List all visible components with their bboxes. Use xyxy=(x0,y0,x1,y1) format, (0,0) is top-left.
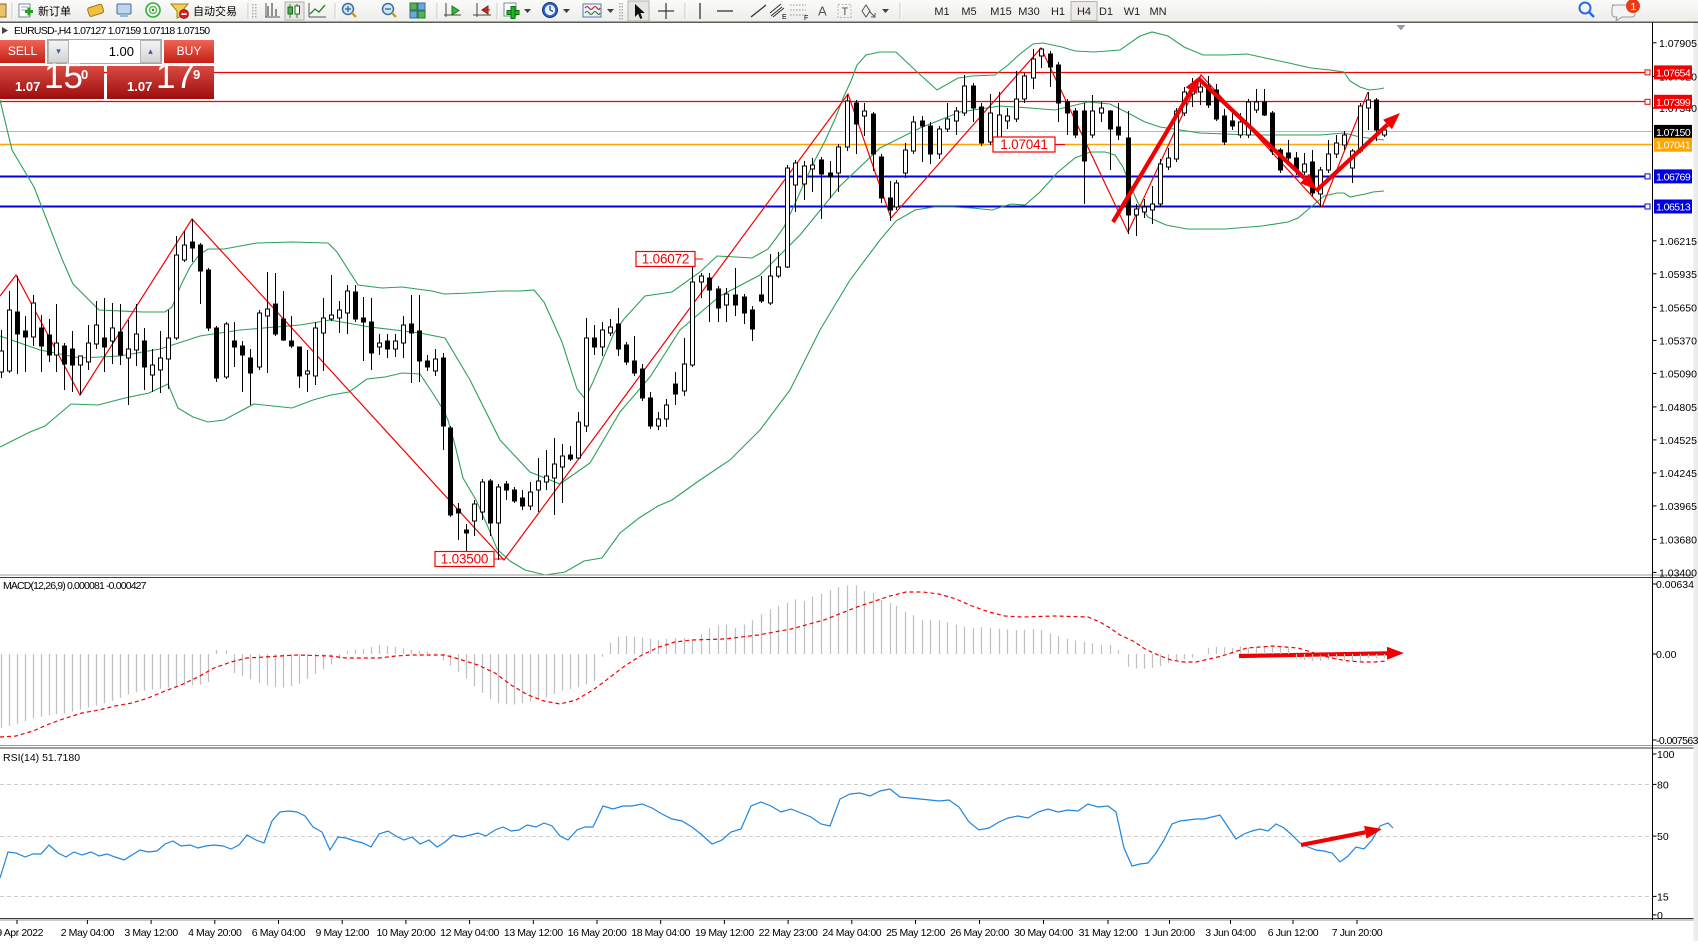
svg-text:1.05935: 1.05935 xyxy=(1659,269,1697,281)
svg-text:-0.007563: -0.007563 xyxy=(1656,735,1698,747)
svg-text:1.03965: 1.03965 xyxy=(1659,501,1697,513)
svg-text:1.05370: 1.05370 xyxy=(1659,335,1697,347)
svg-text:1.05090: 1.05090 xyxy=(1659,368,1697,380)
svg-text:1.06513: 1.06513 xyxy=(1656,202,1691,214)
svg-text:0.00: 0.00 xyxy=(1656,649,1677,661)
svg-text:1.07041: 1.07041 xyxy=(1000,137,1047,152)
svg-text:15: 15 xyxy=(1657,891,1669,903)
svg-text:A: A xyxy=(818,4,827,19)
svg-text:3 May 12:00: 3 May 12:00 xyxy=(124,927,178,939)
svg-text:26 May 20:00: 26 May 20:00 xyxy=(950,927,1009,939)
svg-text:1: 1 xyxy=(1631,1,1637,13)
svg-text:1.03680: 1.03680 xyxy=(1659,534,1697,546)
svg-text:1.06215: 1.06215 xyxy=(1659,236,1697,248)
svg-text:18 May 04:00: 18 May 04:00 xyxy=(631,927,690,939)
svg-text:16 May 20:00: 16 May 20:00 xyxy=(568,927,627,939)
svg-text:MN: MN xyxy=(1149,6,1166,18)
svg-text:4 May 20:00: 4 May 20:00 xyxy=(188,927,242,939)
svg-text:T: T xyxy=(842,6,849,18)
svg-text:1.04805: 1.04805 xyxy=(1659,402,1697,414)
svg-text:13 May 12:00: 13 May 12:00 xyxy=(504,927,563,939)
svg-text:1.05650: 1.05650 xyxy=(1659,302,1697,314)
svg-text:E: E xyxy=(782,14,787,21)
svg-text:25 May 12:00: 25 May 12:00 xyxy=(886,927,945,939)
svg-text:M15: M15 xyxy=(990,6,1011,18)
svg-text:W1: W1 xyxy=(1124,6,1141,18)
svg-text:31 May 12:00: 31 May 12:00 xyxy=(1079,927,1138,939)
svg-text:H4: H4 xyxy=(1077,6,1091,18)
svg-text:6 Jun 12:00: 6 Jun 12:00 xyxy=(1268,927,1319,939)
svg-text:M5: M5 xyxy=(961,6,976,18)
svg-text:1 Jun 20:00: 1 Jun 20:00 xyxy=(1144,927,1195,939)
svg-text:1.07041: 1.07041 xyxy=(1656,140,1691,152)
svg-text:1.07654: 1.07654 xyxy=(1656,67,1691,79)
svg-text:1.07150: 1.07150 xyxy=(1656,127,1691,139)
svg-text:29 Apr 2022: 29 Apr 2022 xyxy=(0,927,44,939)
svg-text:1.03500: 1.03500 xyxy=(441,552,488,567)
svg-text:22 May 23:00: 22 May 23:00 xyxy=(759,927,818,939)
svg-text:6 May 04:00: 6 May 04:00 xyxy=(252,927,306,939)
svg-text:M30: M30 xyxy=(1018,6,1039,18)
svg-text:EURUSD-,H4 1.07127 1.07159 1.: EURUSD-,H4 1.07127 1.07159 1.07118 1.071… xyxy=(14,25,210,37)
svg-text:MACD(12,26,9) 0.000081 -0.0004: MACD(12,26,9) 0.000081 -0.000427 xyxy=(3,580,147,592)
svg-text:自动交易: 自动交易 xyxy=(193,4,237,18)
svg-text:F: F xyxy=(804,15,808,22)
svg-text:9 May 12:00: 9 May 12:00 xyxy=(316,927,370,939)
svg-text:1.07399: 1.07399 xyxy=(1656,97,1691,109)
svg-text:7 Jun 20:00: 7 Jun 20:00 xyxy=(1332,927,1383,939)
svg-text:1.06769: 1.06769 xyxy=(1656,171,1691,183)
svg-text:0: 0 xyxy=(1657,910,1663,922)
svg-text:2 May 04:00: 2 May 04:00 xyxy=(61,927,115,939)
svg-text:1.04525: 1.04525 xyxy=(1659,435,1697,447)
svg-text:新订单: 新订单 xyxy=(38,4,71,18)
svg-text:1.06072: 1.06072 xyxy=(642,252,689,267)
svg-text:M1: M1 xyxy=(934,6,949,18)
svg-text:50: 50 xyxy=(1657,831,1669,843)
svg-text:24 May 04:00: 24 May 04:00 xyxy=(822,927,881,939)
svg-text:D1: D1 xyxy=(1099,6,1113,18)
svg-text:12 May 04:00: 12 May 04:00 xyxy=(440,927,499,939)
svg-text:1.04245: 1.04245 xyxy=(1659,468,1697,480)
svg-text:80: 80 xyxy=(1657,779,1669,791)
svg-text:100: 100 xyxy=(1657,749,1675,761)
svg-text:19 May 12:00: 19 May 12:00 xyxy=(695,927,754,939)
svg-text:0.00634: 0.00634 xyxy=(1656,579,1694,591)
svg-text:1.03400: 1.03400 xyxy=(1659,567,1697,579)
svg-text:RSI(14) 51.7180: RSI(14) 51.7180 xyxy=(3,752,80,764)
svg-text:3 Jun 04:00: 3 Jun 04:00 xyxy=(1205,927,1256,939)
svg-text:10 May 20:00: 10 May 20:00 xyxy=(376,927,435,939)
svg-text:H1: H1 xyxy=(1051,6,1065,18)
svg-text:30 May 04:00: 30 May 04:00 xyxy=(1014,927,1073,939)
svg-text:1.07905: 1.07905 xyxy=(1659,38,1697,50)
